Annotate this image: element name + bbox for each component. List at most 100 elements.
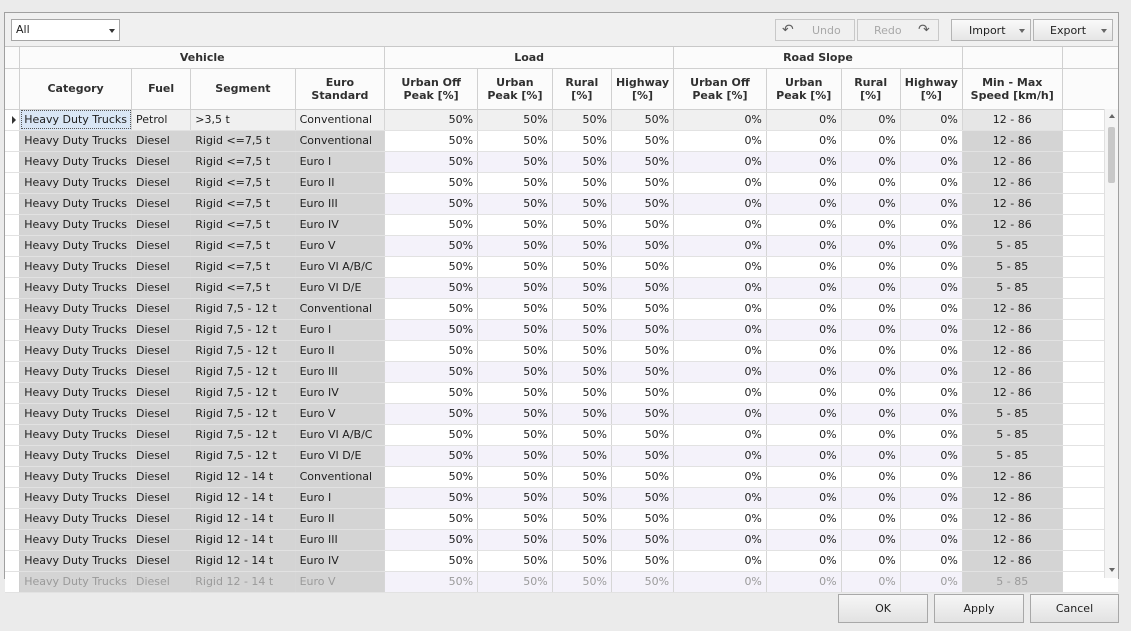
table-cell[interactable]: Heavy Duty Trucks <box>19 256 133 278</box>
table-cell[interactable]: 12 - 86 <box>962 214 1063 236</box>
table-cell[interactable]: Diesel <box>131 193 192 215</box>
table-cell[interactable]: 50% <box>611 319 675 341</box>
table-cell[interactable]: 0% <box>841 487 901 509</box>
table-cell[interactable]: 0% <box>673 340 767 362</box>
table-row[interactable]: Heavy Duty Trucks Diesel Rigid <=7,5 t Euro… <box>5 235 1118 257</box>
table-cell[interactable]: 12 - 86 <box>962 151 1063 173</box>
table-row[interactable]: Heavy Duty Trucks Diesel Rigid <=7,5 t Euro… <box>5 172 1118 194</box>
table-row[interactable]: Heavy Duty Trucks Diesel Rigid <=7,5 t Euro… <box>5 193 1118 215</box>
table-cell[interactable]: 50% <box>384 508 479 530</box>
table-cell[interactable]: 50% <box>384 382 479 404</box>
table-cell[interactable]: 0% <box>766 487 842 509</box>
table-cell[interactable]: 0% <box>841 445 901 467</box>
table-cell[interactable]: Diesel <box>131 172 192 194</box>
table-cell[interactable]: 0% <box>766 403 842 425</box>
row-indicator[interactable] <box>5 319 21 341</box>
table-cell[interactable]: 50% <box>552 403 612 425</box>
table-cell[interactable]: 12 - 86 <box>962 529 1063 551</box>
table-cell[interactable]: Euro VI D/E <box>295 445 386 467</box>
table-cell[interactable]: 50% <box>384 529 479 551</box>
table-cell[interactable]: Heavy Duty Trucks <box>19 403 133 425</box>
table-cell[interactable]: 5 - 85 <box>962 571 1063 593</box>
table-cell[interactable]: 0% <box>900 571 963 593</box>
table-cell[interactable]: Rigid 7,5 - 12 t <box>190 340 296 362</box>
table-row[interactable]: Heavy Duty Trucks Diesel Rigid <=7,5 t Euro… <box>5 256 1118 278</box>
table-cell[interactable]: 50% <box>384 550 479 572</box>
table-cell[interactable]: Conventional <box>295 466 386 488</box>
row-indicator[interactable] <box>5 361 21 383</box>
table-cell[interactable]: 12 - 86 <box>962 340 1063 362</box>
table-cell[interactable]: Rigid <=7,5 t <box>190 130 296 152</box>
table-cell[interactable]: Euro I <box>295 487 386 509</box>
table-cell[interactable]: 0% <box>673 403 767 425</box>
table-cell[interactable]: 0% <box>766 319 842 341</box>
table-cell[interactable]: 50% <box>552 193 612 215</box>
table-cell[interactable]: Euro IV <box>295 214 386 236</box>
table-cell[interactable]: 50% <box>552 571 612 593</box>
table-cell[interactable]: Conventional <box>295 109 386 131</box>
table-cell[interactable]: 12 - 86 <box>962 550 1063 572</box>
table-cell[interactable]: 0% <box>900 277 963 299</box>
table-cell[interactable]: 50% <box>384 571 479 593</box>
table-cell[interactable]: 0% <box>766 109 842 131</box>
table-cell[interactable]: Diesel <box>131 256 192 278</box>
table-cell[interactable]: 0% <box>900 361 963 383</box>
table-cell[interactable]: 50% <box>611 109 675 131</box>
table-cell[interactable]: 12 - 86 <box>962 382 1063 404</box>
column-header-load-urban-off-peak[interactable]: Urban Off Peak [%] <box>384 68 479 110</box>
row-indicator[interactable] <box>5 445 21 467</box>
table-cell[interactable]: 0% <box>841 361 901 383</box>
table-cell[interactable]: Rigid 7,5 - 12 t <box>190 424 296 446</box>
table-cell[interactable]: Heavy Duty Trucks <box>19 487 133 509</box>
table-cell[interactable]: 0% <box>766 571 842 593</box>
table-cell[interactable]: 50% <box>384 340 479 362</box>
table-cell[interactable]: 50% <box>384 403 479 425</box>
table-cell[interactable]: 50% <box>384 466 479 488</box>
table-cell[interactable]: Heavy Duty Trucks <box>19 361 133 383</box>
table-cell[interactable]: 50% <box>477 466 553 488</box>
table-cell[interactable]: Rigid <=7,5 t <box>190 172 296 194</box>
table-cell[interactable]: 50% <box>552 361 612 383</box>
table-cell[interactable]: 50% <box>384 109 479 131</box>
table-cell[interactable]: Diesel <box>131 361 192 383</box>
table-cell[interactable]: Rigid 12 - 14 t <box>190 571 296 593</box>
table-cell[interactable]: 5 - 85 <box>962 277 1063 299</box>
column-header-category[interactable]: Category <box>19 68 133 110</box>
table-cell[interactable]: 50% <box>552 256 612 278</box>
table-cell[interactable]: 50% <box>477 403 553 425</box>
table-cell[interactable]: 0% <box>900 424 963 446</box>
table-cell[interactable]: 0% <box>766 445 842 467</box>
table-cell[interactable]: Rigid 7,5 - 12 t <box>190 319 296 341</box>
table-cell[interactable]: 50% <box>611 298 675 320</box>
table-cell[interactable]: 50% <box>552 445 612 467</box>
table-cell[interactable]: 0% <box>766 172 842 194</box>
column-header-segment[interactable]: Segment <box>190 68 296 110</box>
table-cell[interactable]: Diesel <box>131 214 192 236</box>
table-cell[interactable]: 50% <box>611 466 675 488</box>
table-cell[interactable]: Heavy Duty Trucks <box>19 109 133 131</box>
table-cell[interactable]: 0% <box>766 550 842 572</box>
row-indicator[interactable] <box>5 508 21 530</box>
table-cell[interactable]: 5 - 85 <box>962 445 1063 467</box>
table-cell[interactable]: 50% <box>384 298 479 320</box>
column-header-slope-highway[interactable]: Highway [%] <box>900 68 963 110</box>
table-cell[interactable]: Heavy Duty Trucks <box>19 529 133 551</box>
table-cell[interactable]: Rigid <=7,5 t <box>190 256 296 278</box>
table-cell[interactable]: Rigid 12 - 14 t <box>190 466 296 488</box>
table-cell[interactable]: 12 - 86 <box>962 109 1063 131</box>
table-cell[interactable]: 50% <box>477 172 553 194</box>
table-cell[interactable]: Rigid 12 - 14 t <box>190 508 296 530</box>
table-cell[interactable]: Diesel <box>131 424 192 446</box>
table-cell[interactable]: 0% <box>673 172 767 194</box>
table-cell[interactable]: 50% <box>552 172 612 194</box>
table-cell[interactable]: 50% <box>611 445 675 467</box>
table-cell[interactable]: 0% <box>766 256 842 278</box>
table-cell[interactable]: 0% <box>841 298 901 320</box>
row-indicator[interactable] <box>5 487 21 509</box>
table-cell[interactable]: 5 - 85 <box>962 235 1063 257</box>
table-cell[interactable]: 0% <box>766 298 842 320</box>
table-cell[interactable]: 0% <box>673 571 767 593</box>
row-indicator[interactable] <box>5 151 21 173</box>
table-cell[interactable]: Heavy Duty Trucks <box>19 130 133 152</box>
